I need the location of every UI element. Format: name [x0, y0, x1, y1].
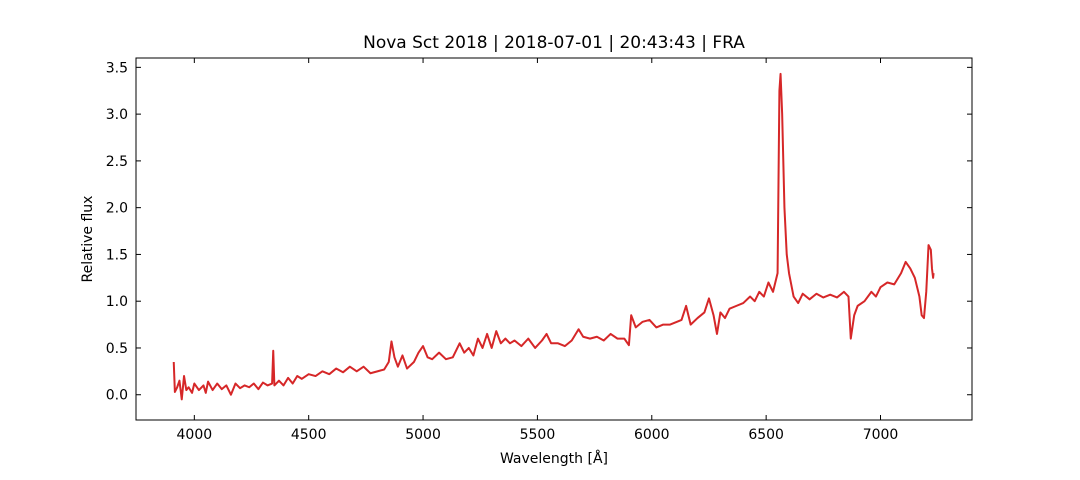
- y-tick-label: 1.5: [106, 247, 128, 263]
- x-tick-label: 6500: [748, 427, 784, 443]
- y-tick-label: 0.0: [106, 388, 128, 404]
- y-axis-label: Relative flux: [80, 196, 96, 283]
- x-tick-label: 5000: [405, 427, 441, 443]
- y-tick-label: 2.0: [106, 201, 128, 217]
- y-tick-label: 2.5: [106, 154, 128, 170]
- x-tick-label: 4000: [177, 427, 213, 443]
- x-axis-label: Wavelength [Å]: [500, 450, 608, 467]
- chart-title: Nova Sct 2018 | 2018-07-01 | 20:43:43 | …: [363, 33, 745, 53]
- y-tick-label: 3.0: [106, 107, 128, 123]
- y-tick-label: 0.5: [106, 341, 128, 357]
- y-tick-label: 3.5: [106, 60, 128, 76]
- spectrum-line: [172, 72, 935, 401]
- x-tick-label: 7000: [863, 427, 899, 443]
- plot-frame: [135, 57, 973, 421]
- x-tick-label: 4500: [291, 427, 327, 443]
- x-tick-label: 5500: [520, 427, 556, 443]
- x-tick-label: 6000: [634, 427, 670, 443]
- y-tick-label: 1.0: [106, 294, 128, 310]
